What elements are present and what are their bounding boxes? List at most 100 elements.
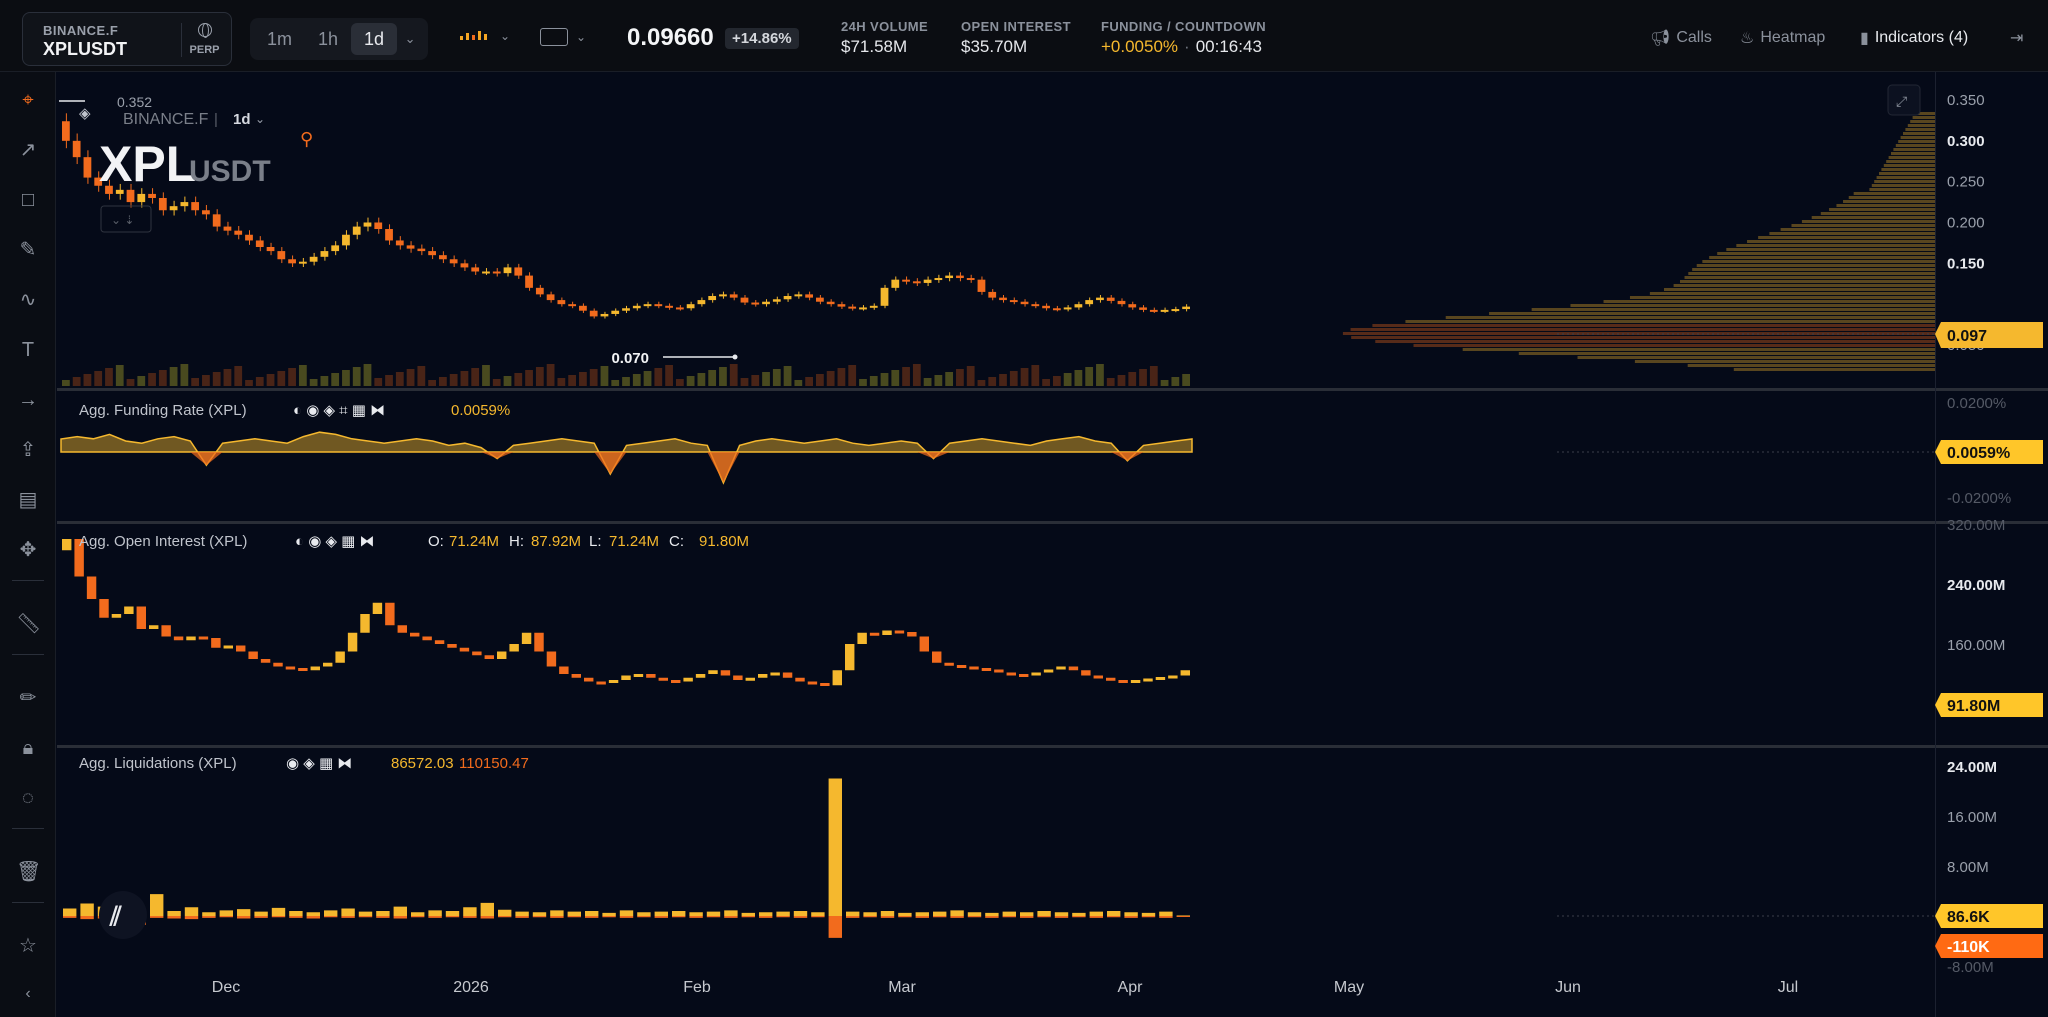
volume-bar	[439, 377, 447, 386]
star-icon[interactable]: ☆	[19, 935, 37, 957]
chart-canvas[interactable]: 0.3500.3000.2500.2000.1500.050320.00M240…	[57, 72, 2048, 1017]
oi-candle	[347, 632, 358, 652]
price-candle	[816, 297, 824, 302]
oi-candle	[285, 666, 296, 670]
price-candle	[202, 210, 210, 215]
brush-icon[interactable]: ✎	[19, 239, 37, 261]
bar-stats-icon[interactable]: ▤	[18, 489, 38, 511]
liq-short-bar	[1159, 916, 1173, 918]
chevron-down-icon[interactable]: ⌄	[404, 31, 416, 46]
oi-candle	[745, 677, 755, 681]
price-candle	[1139, 307, 1147, 310]
upload-icon[interactable]: ⇪	[19, 439, 37, 461]
volume-profile-bar	[1663, 288, 1935, 291]
volume-bar	[1042, 379, 1050, 386]
timeframe-1m[interactable]: 1m	[267, 29, 293, 49]
collapse-icon[interactable]: ‹	[25, 985, 31, 1002]
price-candle	[956, 275, 964, 279]
price-candle	[611, 310, 620, 314]
liq-short-bar	[289, 916, 303, 918]
timeframe-1h[interactable]: 1h	[318, 29, 339, 49]
oi-h-label: H:	[509, 533, 524, 550]
legend-timeframe[interactable]: 1d	[233, 111, 251, 128]
collapse-panel-button[interactable]: ⇥	[2010, 28, 2023, 48]
oi-candle	[298, 668, 308, 671]
oi-candle	[447, 644, 457, 648]
liq-long-bar	[689, 912, 703, 916]
liq-pane-title: Agg. Liquidations (XPL)	[79, 755, 237, 772]
oi-candle	[422, 636, 432, 641]
pin-icon[interactable]: ⚲	[300, 129, 313, 149]
liq-short-bar	[480, 916, 494, 919]
pattern-icon[interactable]: ∿	[19, 289, 37, 311]
liq-long-bar	[706, 911, 721, 916]
price-candle	[1052, 308, 1061, 311]
move-icon[interactable]: ✥	[19, 539, 37, 561]
liq-short-bar	[498, 916, 512, 918]
drawing-toolbar: ⌖ ↗ □ ✎ ∿ T → ⇪ ▤ ✥ 📏︎ ✏︎ 🔒︎ ◌ 🗑︎ ☆ ‹	[0, 72, 56, 1017]
timeframe-1d[interactable]: 1d	[351, 23, 398, 55]
trend-line-icon[interactable]: ↗	[19, 139, 37, 161]
volume-bar	[568, 375, 577, 386]
volume-bar	[1085, 367, 1094, 386]
liq-short-bar	[846, 916, 860, 918]
chart-area[interactable]: 0.3500.3000.2500.2000.1500.050320.00M240…	[57, 72, 2048, 1017]
pane-divider[interactable]	[57, 388, 2048, 391]
liq-long-bar	[1072, 912, 1086, 916]
price-candle	[772, 299, 781, 302]
liq-long-bar	[480, 902, 494, 916]
symbol-selector[interactable]: BINANCE.F XPLUSDT PERP	[22, 12, 232, 66]
exchange-label: BINANCE.F	[43, 23, 119, 38]
price-candle	[148, 193, 156, 198]
price-candle	[751, 302, 760, 305]
calls-button[interactable]: 📢︎ Calls	[1650, 28, 1712, 48]
liq-short-bar	[759, 916, 773, 918]
liq-short-bar	[219, 916, 233, 918]
lock-icon[interactable]: 🔒︎	[22, 737, 34, 759]
volume-bar	[977, 380, 986, 386]
oi-candle	[1081, 670, 1091, 676]
oi-candle	[1168, 675, 1178, 679]
ruler-icon[interactable]: 📏︎	[16, 613, 42, 635]
crosshair-icon[interactable]: ⌖	[22, 89, 34, 111]
oi-candle	[695, 674, 706, 678]
perp-toggle[interactable]: PERP	[181, 23, 227, 57]
pencil-icon[interactable]: ✏︎	[19, 687, 37, 709]
volume-bar	[72, 377, 81, 386]
eye-off-icon[interactable]: ◌	[22, 787, 34, 809]
heatmap-button[interactable]: ♨ Heatmap	[1740, 28, 1825, 48]
layout-selector[interactable]: ⌄	[540, 28, 586, 46]
indicators-button[interactable]: ▮ Indicators (4)	[1860, 28, 1968, 48]
liq-long-bar	[498, 909, 512, 916]
app-logo-mark: ⫽	[109, 901, 122, 931]
volume-bar	[406, 369, 415, 386]
legend-collapse-button[interactable]	[100, 205, 152, 233]
oi-candle	[124, 606, 134, 614]
rectangle-icon[interactable]: □	[21, 189, 35, 211]
volume-profile-bar	[1895, 144, 1935, 147]
liq-axis-tick: 16.00M	[1947, 809, 1997, 826]
price-candle	[169, 206, 178, 211]
liq-short-bar	[793, 916, 808, 918]
pane-divider[interactable]	[57, 745, 2048, 748]
text-icon[interactable]: T	[21, 339, 35, 361]
oi-candle	[869, 632, 880, 636]
volume-profile-bar	[1881, 168, 1935, 171]
price-candle	[740, 297, 749, 303]
chevron-down-icon[interactable]: ⌄	[255, 112, 265, 126]
chart-type-selector[interactable]: ⌄	[458, 28, 510, 44]
price-candle	[1020, 301, 1029, 305]
oi-candle	[149, 625, 159, 629]
price-candle	[83, 157, 92, 178]
arrow-icon[interactable]: →	[18, 389, 38, 411]
pane-divider[interactable]	[57, 521, 2048, 524]
oi-candle	[1118, 680, 1128, 683]
liq-short-bar	[306, 916, 320, 919]
expand-chart-button[interactable]	[1887, 84, 1921, 116]
price-candle	[977, 279, 986, 292]
trash-icon[interactable]: 🗑︎	[16, 861, 42, 883]
megaphone-icon: 📢︎	[1650, 30, 1671, 47]
price-candle	[137, 193, 146, 203]
exchange-icons: ◐ ◉ ◈ ▦ ⧓	[295, 533, 375, 550]
y-axis-labels: 0.3500.3000.2500.2000.1500.050320.00M240…	[1947, 92, 2005, 976]
